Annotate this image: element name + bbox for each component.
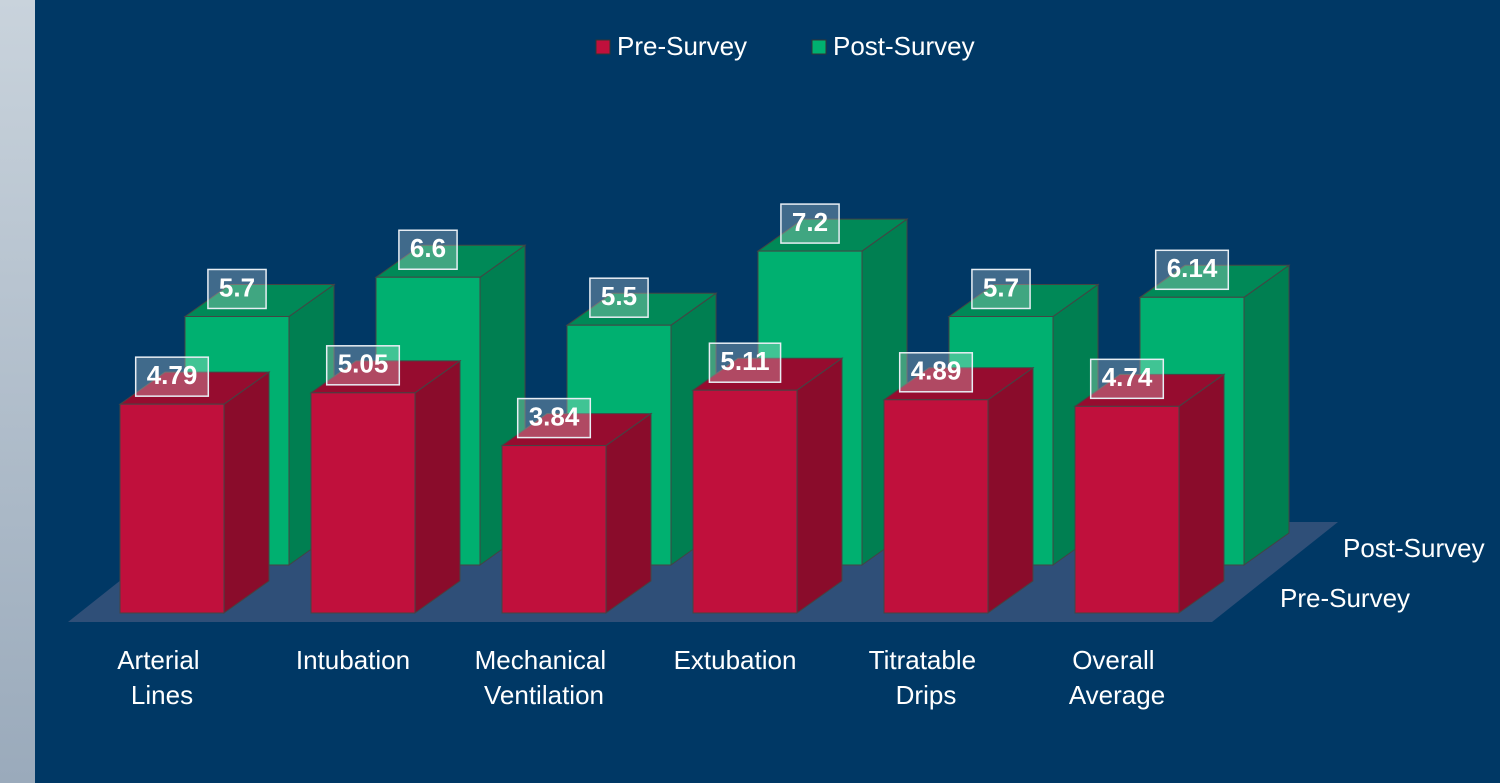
data-label: 5.5 — [601, 281, 637, 311]
bar-front — [1074, 405, 1180, 614]
bar-front — [501, 445, 607, 614]
bar-front — [310, 392, 416, 614]
data-label-box — [516, 397, 592, 439]
data-label: 7.2 — [792, 207, 828, 237]
data-label: 4.79 — [147, 360, 198, 390]
legend-label: Pre-Survey — [617, 31, 747, 61]
bar-side — [1178, 373, 1225, 614]
data-label-box — [398, 229, 458, 270]
legend-swatch — [811, 39, 827, 55]
legend-swatch — [595, 39, 611, 55]
depth-label: Post-Survey — [1343, 533, 1485, 563]
bar-front — [119, 403, 225, 614]
data-label: 5.7 — [983, 272, 1019, 302]
data-label-box — [1154, 249, 1230, 291]
bar-side — [1243, 264, 1290, 566]
depth-label: Pre-Survey — [1280, 583, 1410, 613]
x-tick-label: Titratable Drips — [869, 645, 984, 710]
data-label: 4.89 — [911, 356, 962, 386]
data-label: 5.11 — [720, 346, 769, 376]
x-tick-label-line: Overall — [1072, 645, 1162, 675]
x-tick-label-line: Ventilation — [484, 680, 604, 710]
bar — [500, 412, 653, 614]
x-tick-label-line: Average — [1069, 680, 1165, 710]
data-label-box — [207, 268, 267, 310]
data-label-box — [325, 345, 401, 386]
side-strip — [0, 0, 35, 783]
data-label-box — [1089, 358, 1165, 400]
data-label-box — [134, 356, 210, 397]
data-label-box — [780, 203, 840, 244]
bar-front — [883, 399, 989, 614]
data-label: 5.05 — [338, 349, 389, 379]
data-label: 6.14 — [1167, 253, 1218, 283]
x-tick-label-line: Intubation — [296, 645, 410, 675]
bar-side — [223, 371, 270, 614]
x-tick-label-line: Lines — [131, 680, 193, 710]
x-tick-label-line: Drips — [896, 680, 957, 710]
data-label: 5.7 — [219, 272, 255, 302]
x-tick-label: Arterial Lines — [117, 645, 207, 710]
x-tick-label: Intubation — [296, 645, 410, 675]
x-tick-label: Overall Average — [1069, 645, 1165, 710]
bar-side — [605, 412, 652, 614]
bar — [309, 359, 462, 614]
bar — [691, 357, 844, 614]
bar — [882, 366, 1035, 614]
data-label-box — [898, 352, 974, 393]
x-tick-label-line: Extubation — [674, 645, 797, 675]
x-tick-label-line: Mechanical — [475, 645, 614, 675]
x-tick-label-line: Arterial — [117, 645, 207, 675]
data-label: 3.84 — [529, 401, 580, 431]
bar — [118, 371, 271, 614]
data-label-box — [589, 277, 649, 318]
x-tick-label: Mechanical Ventilation — [475, 645, 614, 710]
data-label: 6.6 — [410, 233, 446, 263]
x-tick-label: Extubation — [674, 645, 797, 675]
data-label: 4.74 — [1102, 362, 1153, 392]
bar-side — [796, 357, 843, 614]
bar-front — [692, 389, 798, 614]
x-tick-label-line: Titratable — [869, 645, 984, 675]
bar — [1073, 373, 1226, 614]
data-label-box — [971, 268, 1031, 310]
legend-label: Post-Survey — [833, 31, 975, 61]
data-label-box — [708, 342, 782, 383]
bar-side — [414, 359, 461, 614]
bar-side — [987, 366, 1034, 614]
